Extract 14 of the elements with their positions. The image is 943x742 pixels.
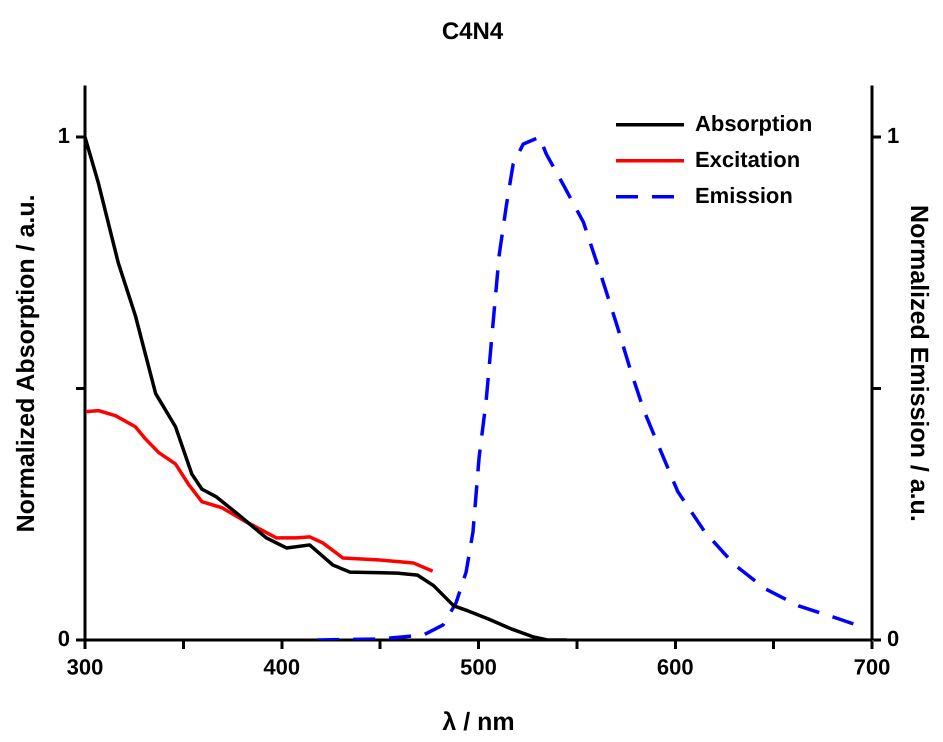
x-tick-label: 700: [854, 654, 890, 680]
y-axis-title: Normalized Absorption / a.u.: [12, 194, 40, 532]
y2-tick-label: 0: [887, 626, 900, 652]
chart-title: C4N4: [442, 18, 504, 46]
legend-label: Emission: [695, 182, 793, 208]
x-tick-label: 300: [66, 654, 104, 680]
x-tick-label: 400: [263, 654, 300, 680]
x-axis-title: λ / nm: [442, 708, 515, 736]
x-tick-label: 500: [460, 654, 497, 680]
y2-tick-label: 1: [887, 123, 900, 148]
x-tick-label: 600: [656, 654, 694, 680]
legend-label: Absorption: [695, 110, 812, 136]
y2-axis-title: Normalized Emission / a.u.: [905, 205, 934, 522]
legend-label: Excitation: [695, 146, 800, 172]
